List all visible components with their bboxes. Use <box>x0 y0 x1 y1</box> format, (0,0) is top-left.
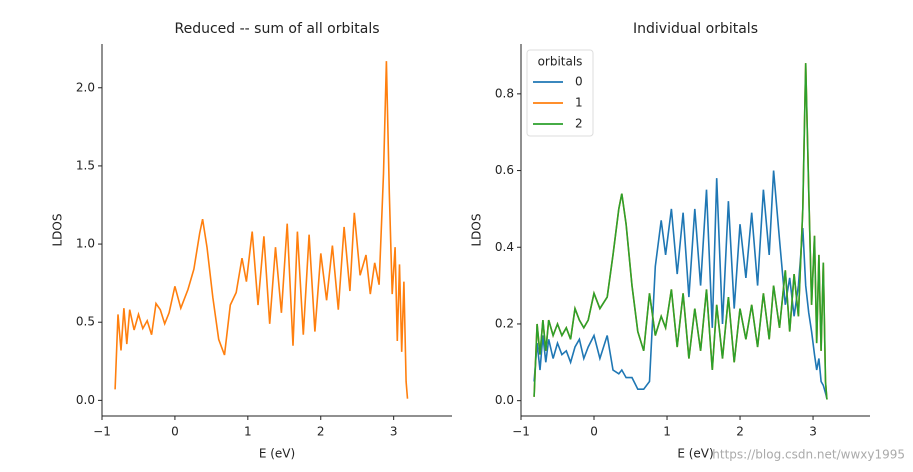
x-tick-label: 0 <box>171 425 179 439</box>
y-tick-label: 1.0 <box>76 237 95 251</box>
watermark: https://blog.csdn.net/wwxy1995 <box>712 448 905 462</box>
x-tick-label: 2 <box>736 425 744 439</box>
x-tick-label: 2 <box>317 425 325 439</box>
x-tick-label: −1 <box>93 425 111 439</box>
line-series <box>533 170 828 399</box>
y-tick-label: 0.5 <box>76 315 95 329</box>
y-tick-label: 0.0 <box>76 393 95 407</box>
x-tick-label: 3 <box>390 425 398 439</box>
x-tick-label: 1 <box>663 425 671 439</box>
legend-label: 0 <box>575 75 583 89</box>
x-tick-label: 3 <box>809 425 817 439</box>
y-tick-label: 0.0 <box>495 393 514 407</box>
x-axis-label: E (eV) <box>677 447 713 461</box>
line-series <box>533 63 828 400</box>
chart-title: Reduced -- sum of all orbitals <box>174 21 379 37</box>
y-axis-label: LDOS <box>51 214 65 247</box>
y-tick-label: 0.4 <box>495 240 514 254</box>
legend-title: orbitals <box>538 55 583 69</box>
line-series <box>114 61 409 399</box>
y-tick-label: 2.0 <box>76 80 95 94</box>
x-tick-label: −1 <box>512 425 530 439</box>
y-tick-label: 1.5 <box>76 158 95 172</box>
y-axis-label: LDOS <box>470 214 484 247</box>
y-tick-label: 0.2 <box>495 316 514 330</box>
y-tick-label: 0.6 <box>495 163 514 177</box>
x-tick-label: 0 <box>590 425 598 439</box>
x-tick-label: 1 <box>244 425 252 439</box>
y-tick-label: 0.8 <box>495 86 514 100</box>
chart-title: Individual orbitals <box>633 21 758 37</box>
legend-label: 2 <box>575 117 583 131</box>
x-axis-label: E (eV) <box>259 447 295 461</box>
legend-label: 1 <box>575 96 583 110</box>
legend-box <box>526 49 594 137</box>
